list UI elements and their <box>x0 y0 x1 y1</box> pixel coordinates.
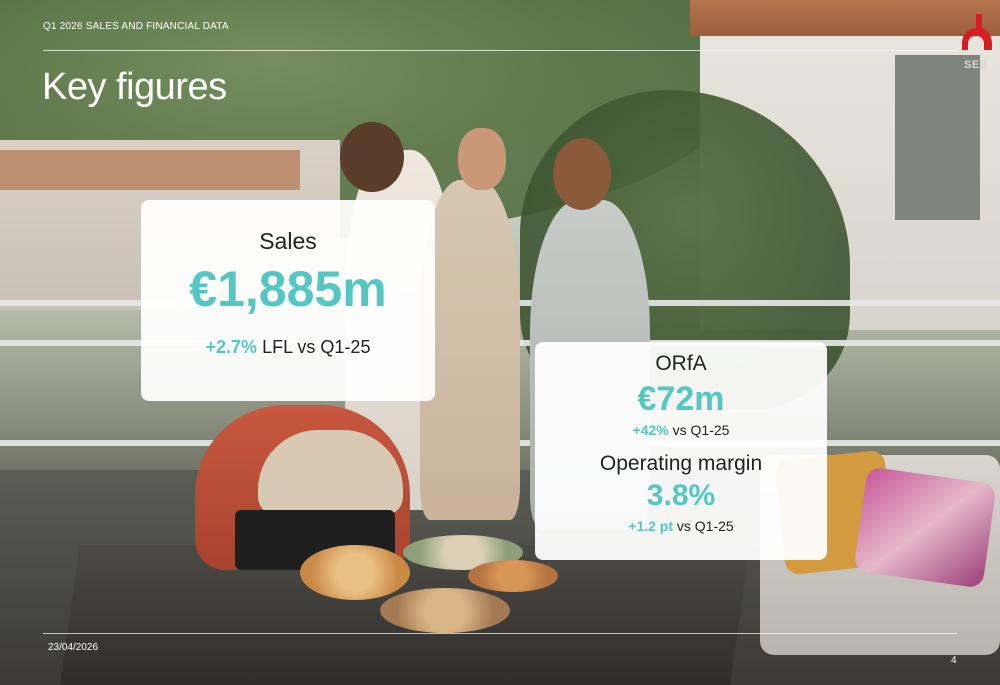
operating-margin-label: Operating margin <box>599 452 763 475</box>
sales-label: Sales <box>259 228 317 254</box>
page-number: 4 <box>951 655 957 666</box>
sales-value: €1,885m <box>189 261 387 317</box>
header-label: Q1 2026 SALES AND FINANCIAL DATA <box>43 21 229 32</box>
seb-logo-icon <box>962 14 992 50</box>
footer-date: 23/04/2026 <box>48 642 99 653</box>
orfa-card: ORfA €72m +42% vs Q1-25 Operating margin… <box>535 342 827 560</box>
orfa-growth: +42% vs Q1-25 <box>535 422 827 438</box>
footer-divider <box>43 633 957 634</box>
sales-card: Sales €1,885m +2.7% LFL vs Q1-25 <box>141 200 435 401</box>
sales-growth-value: +2.7% <box>205 337 258 357</box>
orfa-growth-value: +42% <box>632 422 669 438</box>
operating-margin-growth: +1.2 pt vs Q1-25 <box>535 518 827 534</box>
header-divider <box>43 50 957 51</box>
orfa-label: ORfA <box>655 352 707 375</box>
page-title: Key figures <box>42 66 227 108</box>
logo-text: SEB <box>964 59 989 71</box>
sales-growth-suffix: LFL vs Q1-25 <box>262 337 371 357</box>
operating-margin-value: 3.8% <box>646 479 716 512</box>
operating-margin-growth-suffix: vs Q1-25 <box>676 518 734 534</box>
operating-margin-growth-value: +1.2 pt <box>628 518 674 534</box>
orfa-value: €72m <box>637 380 725 418</box>
sales-growth: +2.7% LFL vs Q1-25 <box>141 337 435 358</box>
orfa-growth-suffix: vs Q1-25 <box>672 422 730 438</box>
